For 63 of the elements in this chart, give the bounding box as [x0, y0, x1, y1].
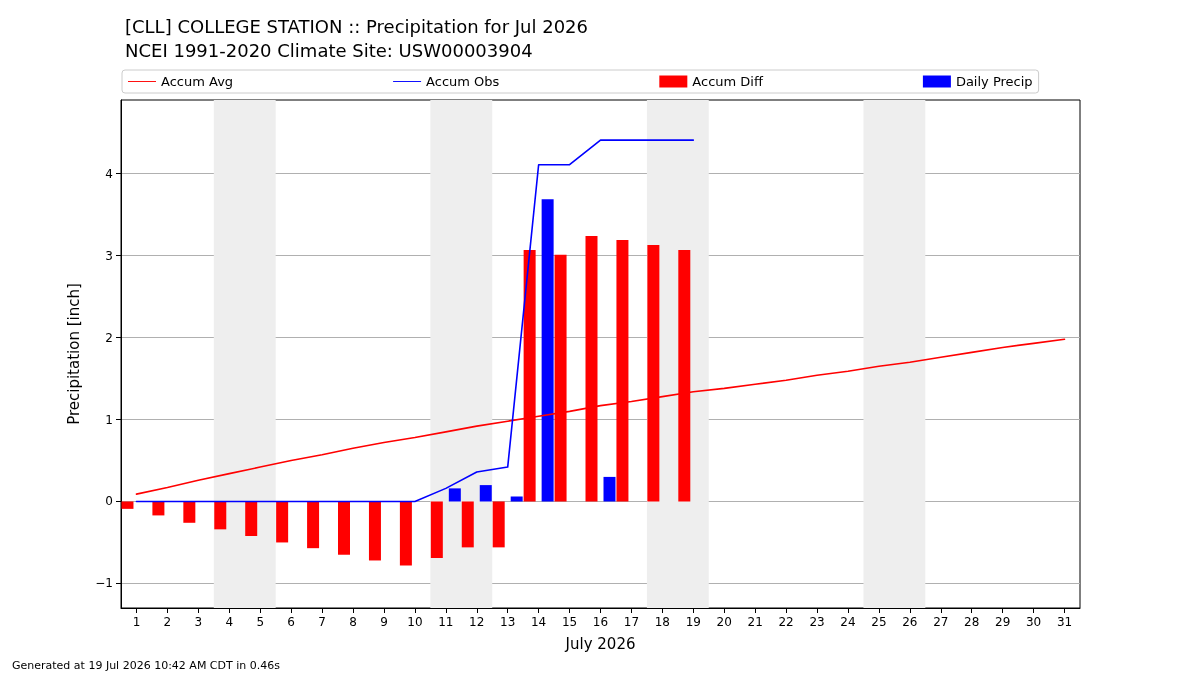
x-tick-label: 8 [349, 615, 357, 629]
x-tick-label: 20 [716, 615, 732, 629]
legend-label: Accum Diff [692, 74, 764, 89]
x-tick-label: 14 [530, 615, 547, 629]
x-tick-label: 13 [500, 615, 516, 629]
x-tick-label: 18 [654, 615, 671, 629]
bar [152, 501, 165, 516]
legend-label: Accum Avg [161, 74, 234, 89]
bar [541, 199, 554, 502]
x-tick-label: 9 [380, 615, 388, 629]
bar [245, 501, 258, 536]
x-tick-label: 12 [469, 615, 485, 629]
x-tick-label: 10 [407, 615, 423, 629]
chart-title: [CLL] COLLEGE STATION :: Precipitation for Jul 2026 [125, 15, 588, 37]
x-tick-label: 1 [132, 615, 141, 629]
x-tick-label: 16 [592, 615, 609, 629]
bar [214, 501, 227, 530]
y-tick-label: 4 [105, 166, 113, 181]
x-tick-label: 23 [809, 615, 825, 629]
x-tick-label: 29 [995, 615, 1011, 629]
y-tick-label: 1 [105, 412, 113, 427]
bar [430, 501, 443, 559]
bar [479, 485, 492, 502]
bar [121, 501, 134, 509]
y-tick-label: 0 [105, 494, 113, 509]
bar [492, 501, 505, 548]
x-axis-title: July 2026 [564, 634, 636, 653]
bar [399, 501, 412, 566]
bar [338, 501, 351, 555]
x-tick-label: 17 [623, 615, 640, 629]
y-tick-label: −1 [95, 576, 113, 591]
x-tick-label: 15 [561, 615, 578, 629]
x-tick-label: 7 [318, 615, 326, 629]
x-tick-label: 2 [163, 615, 172, 629]
x-tick-label: 25 [871, 615, 887, 629]
y-tick-label: 3 [105, 248, 113, 263]
y-tick-label: 2 [105, 330, 113, 345]
x-tick-label: 21 [747, 615, 763, 629]
x-tick-label: 5 [256, 615, 265, 629]
x-tick-label: 4 [225, 615, 234, 629]
x-tick-label: 11 [438, 615, 454, 629]
x-tick-label: 3 [194, 615, 203, 629]
x-tick-label: 27 [933, 615, 949, 629]
bar [307, 501, 320, 549]
line-series [135, 139, 695, 503]
bar [183, 501, 196, 523]
text: Generated at 19 Jul 2026 10:42 AM CDT in 0.46s [12, 659, 281, 672]
x-tick-label: 31 [1056, 615, 1073, 629]
x-tick-label: 22 [778, 615, 794, 629]
legend-label: Accum Obs [426, 74, 500, 89]
chart-subtitle: NCEI 1991-2020 Climate Site: USW00003904 [125, 39, 533, 61]
x-tick-label: 6 [287, 615, 295, 629]
x-tick-label: 28 [964, 615, 980, 629]
x-tick-label: 26 [902, 615, 918, 629]
bar [368, 501, 381, 561]
x-tick-label: 19 [685, 615, 701, 629]
bar [276, 501, 289, 543]
y-axis-title: Precipitation [inch] [64, 283, 83, 425]
legend-label: Daily Precip [955, 74, 1033, 89]
bar [461, 501, 474, 548]
bar [603, 476, 616, 502]
x-tick-label: 30 [1025, 615, 1042, 629]
x-tick-label: 24 [840, 615, 856, 629]
